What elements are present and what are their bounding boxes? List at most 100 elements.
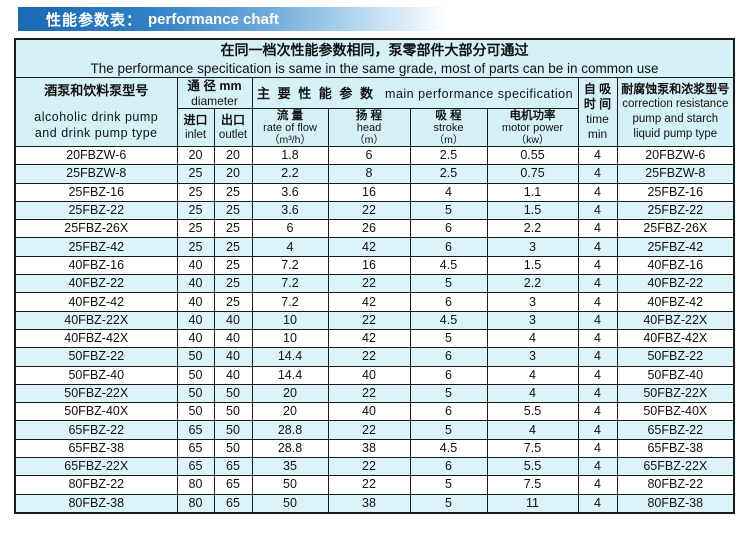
cell-outlet: 50 — [213, 420, 253, 440]
cell-stroke: 5 — [409, 328, 488, 349]
cell-outlet: 25 — [213, 292, 253, 312]
cell-flow: 35 — [251, 457, 329, 477]
cell-flow: 7.2 — [251, 255, 329, 276]
col-header-model: 酒泵和饮料泵型号 alcoholic drink pump and drink … — [14, 77, 178, 147]
col-header-power-en: motor power — [501, 121, 564, 134]
col-header-stroke-unit: （m） — [433, 133, 464, 146]
cell-stroke: 5 — [409, 383, 488, 404]
cell-model: 25FBZ-26X — [14, 219, 178, 239]
cell-power: 2.2 — [486, 274, 579, 294]
table-row: 50FBZ-22 50 40 14.4 22 6 3 4 50FBZ-22 — [14, 347, 735, 367]
cell-model: 25FBZ-22 — [14, 200, 178, 221]
cell-inlet: 25 — [176, 182, 215, 202]
cell-head: 22 — [327, 383, 411, 404]
cell-correction-model: 50FBZ-22 — [616, 347, 735, 367]
cell-time: 4 — [577, 164, 618, 184]
cell-stroke: 4.5 — [409, 438, 488, 459]
col-header-model-en2: and drink pump type — [34, 126, 158, 140]
table-row: 80FBZ-38 80 65 50 38 5 11 4 80FBZ-38 — [14, 493, 735, 514]
col-header-priming-time: 自 吸 时 间 time min — [577, 77, 618, 147]
cell-inlet: 50 — [176, 365, 215, 385]
cell-inlet: 25 — [176, 164, 215, 184]
col-header-head-zh: 扬 程 — [355, 109, 383, 122]
cell-power: 11 — [486, 493, 579, 514]
cell-power: 2.2 — [486, 219, 579, 239]
col-header-inlet: 进口 inlet — [176, 108, 215, 147]
table-row: 50FBZ-40 50 40 14.4 40 6 4 4 50FBZ-40 — [14, 365, 735, 385]
cell-power: 4 — [486, 383, 579, 404]
cell-power: 3 — [486, 237, 579, 257]
table-row: 80FBZ-22 80 65 50 22 5 7.5 4 80FBZ-22 — [14, 475, 735, 495]
cell-stroke: 6 — [409, 292, 488, 312]
cell-power: 0.75 — [486, 164, 579, 184]
col-header-flow-unit: （m³/h） — [269, 133, 311, 146]
cell-correction-model: 40FBZ-42 — [616, 292, 735, 312]
cell-flow: 28.8 — [251, 438, 329, 459]
cell-time: 4 — [577, 457, 618, 477]
cell-time: 4 — [577, 402, 618, 422]
cell-head: 26 — [327, 219, 411, 239]
cell-model: 50FBZ-22X — [14, 383, 178, 404]
section-title-en: performance chaft — [148, 10, 279, 28]
cell-time: 4 — [577, 255, 618, 276]
cell-inlet: 40 — [176, 310, 215, 330]
cell-inlet: 20 — [176, 145, 215, 166]
cell-stroke: 5 — [409, 420, 488, 440]
cell-inlet: 65 — [176, 438, 215, 459]
cell-time: 4 — [577, 438, 618, 459]
cell-flow: 1.8 — [251, 145, 329, 166]
cell-inlet: 25 — [176, 219, 215, 239]
table-row: 40FBZ-22X 40 40 10 22 4.5 3 4 40FBZ-22X — [14, 310, 735, 330]
cell-flow: 50 — [251, 475, 329, 495]
cell-flow: 20 — [251, 383, 329, 404]
cell-time: 4 — [577, 292, 618, 312]
cell-inlet: 65 — [176, 457, 215, 477]
cell-time: 4 — [577, 328, 618, 349]
cell-flow: 10 — [251, 310, 329, 330]
cell-model: 40FBZ-42 — [14, 292, 178, 312]
cell-flow: 7.2 — [251, 274, 329, 294]
col-header-model-zh: 酒泵和饮料泵型号 — [44, 83, 149, 98]
col-header-outlet-zh: 出口 — [220, 113, 245, 127]
cell-outlet: 50 — [213, 383, 253, 404]
cell-correction-model: 25FBZ-22 — [616, 200, 735, 221]
table-row: 20FBZW-6 20 20 1.8 6 2.5 0.55 4 20FBZW-6 — [14, 145, 735, 166]
cell-power: 4 — [486, 420, 579, 440]
cell-head: 22 — [327, 457, 411, 477]
cell-model: 40FBZ-22 — [14, 274, 178, 294]
col-header-flow-en: rate of flow — [263, 121, 317, 134]
cell-inlet: 50 — [176, 402, 215, 422]
col-header-stroke: 吸 程 stroke （m） — [409, 108, 488, 147]
cell-time: 4 — [577, 182, 618, 202]
col-header-flow-zh: 流 量 — [276, 109, 304, 122]
cell-correction-model: 40FBZ-22X — [616, 310, 735, 330]
cell-outlet: 25 — [213, 182, 253, 202]
cell-head: 40 — [327, 365, 411, 385]
cell-inlet: 40 — [176, 292, 215, 312]
cell-stroke: 5 — [409, 200, 488, 221]
cell-flow: 10 — [251, 328, 329, 349]
cell-time: 4 — [577, 237, 618, 257]
col-header-flow: 流 量 rate of flow （m³/h） — [251, 108, 329, 147]
cell-flow: 3.6 — [251, 182, 329, 202]
cell-outlet: 50 — [213, 402, 253, 422]
col-header-time-en1: time — [586, 112, 609, 126]
cell-power: 7.5 — [486, 475, 579, 495]
cell-inlet: 40 — [176, 328, 215, 349]
cell-inlet: 80 — [176, 493, 215, 514]
cell-outlet: 40 — [213, 365, 253, 385]
col-group-main-en: main performance specification — [385, 87, 574, 101]
col-header-correction-model: 耐腐蚀泵和浓浆型号 correction resistance pump and… — [616, 77, 735, 147]
cell-inlet: 80 — [176, 475, 215, 495]
cell-head: 22 — [327, 475, 411, 495]
col-header-motor-power: 电机功率 motor power （kw） — [486, 108, 579, 147]
cell-power: 3 — [486, 310, 579, 330]
cell-power: 4 — [486, 365, 579, 385]
cell-model: 40FBZ-42X — [14, 328, 178, 349]
cell-outlet: 25 — [213, 200, 253, 221]
section-title-bar: 性能参数表： performance chaft — [18, 7, 734, 31]
cell-model: 40FBZ-22X — [14, 310, 178, 330]
cell-correction-model: 40FBZ-22 — [616, 274, 735, 294]
cell-flow: 3.6 — [251, 200, 329, 221]
